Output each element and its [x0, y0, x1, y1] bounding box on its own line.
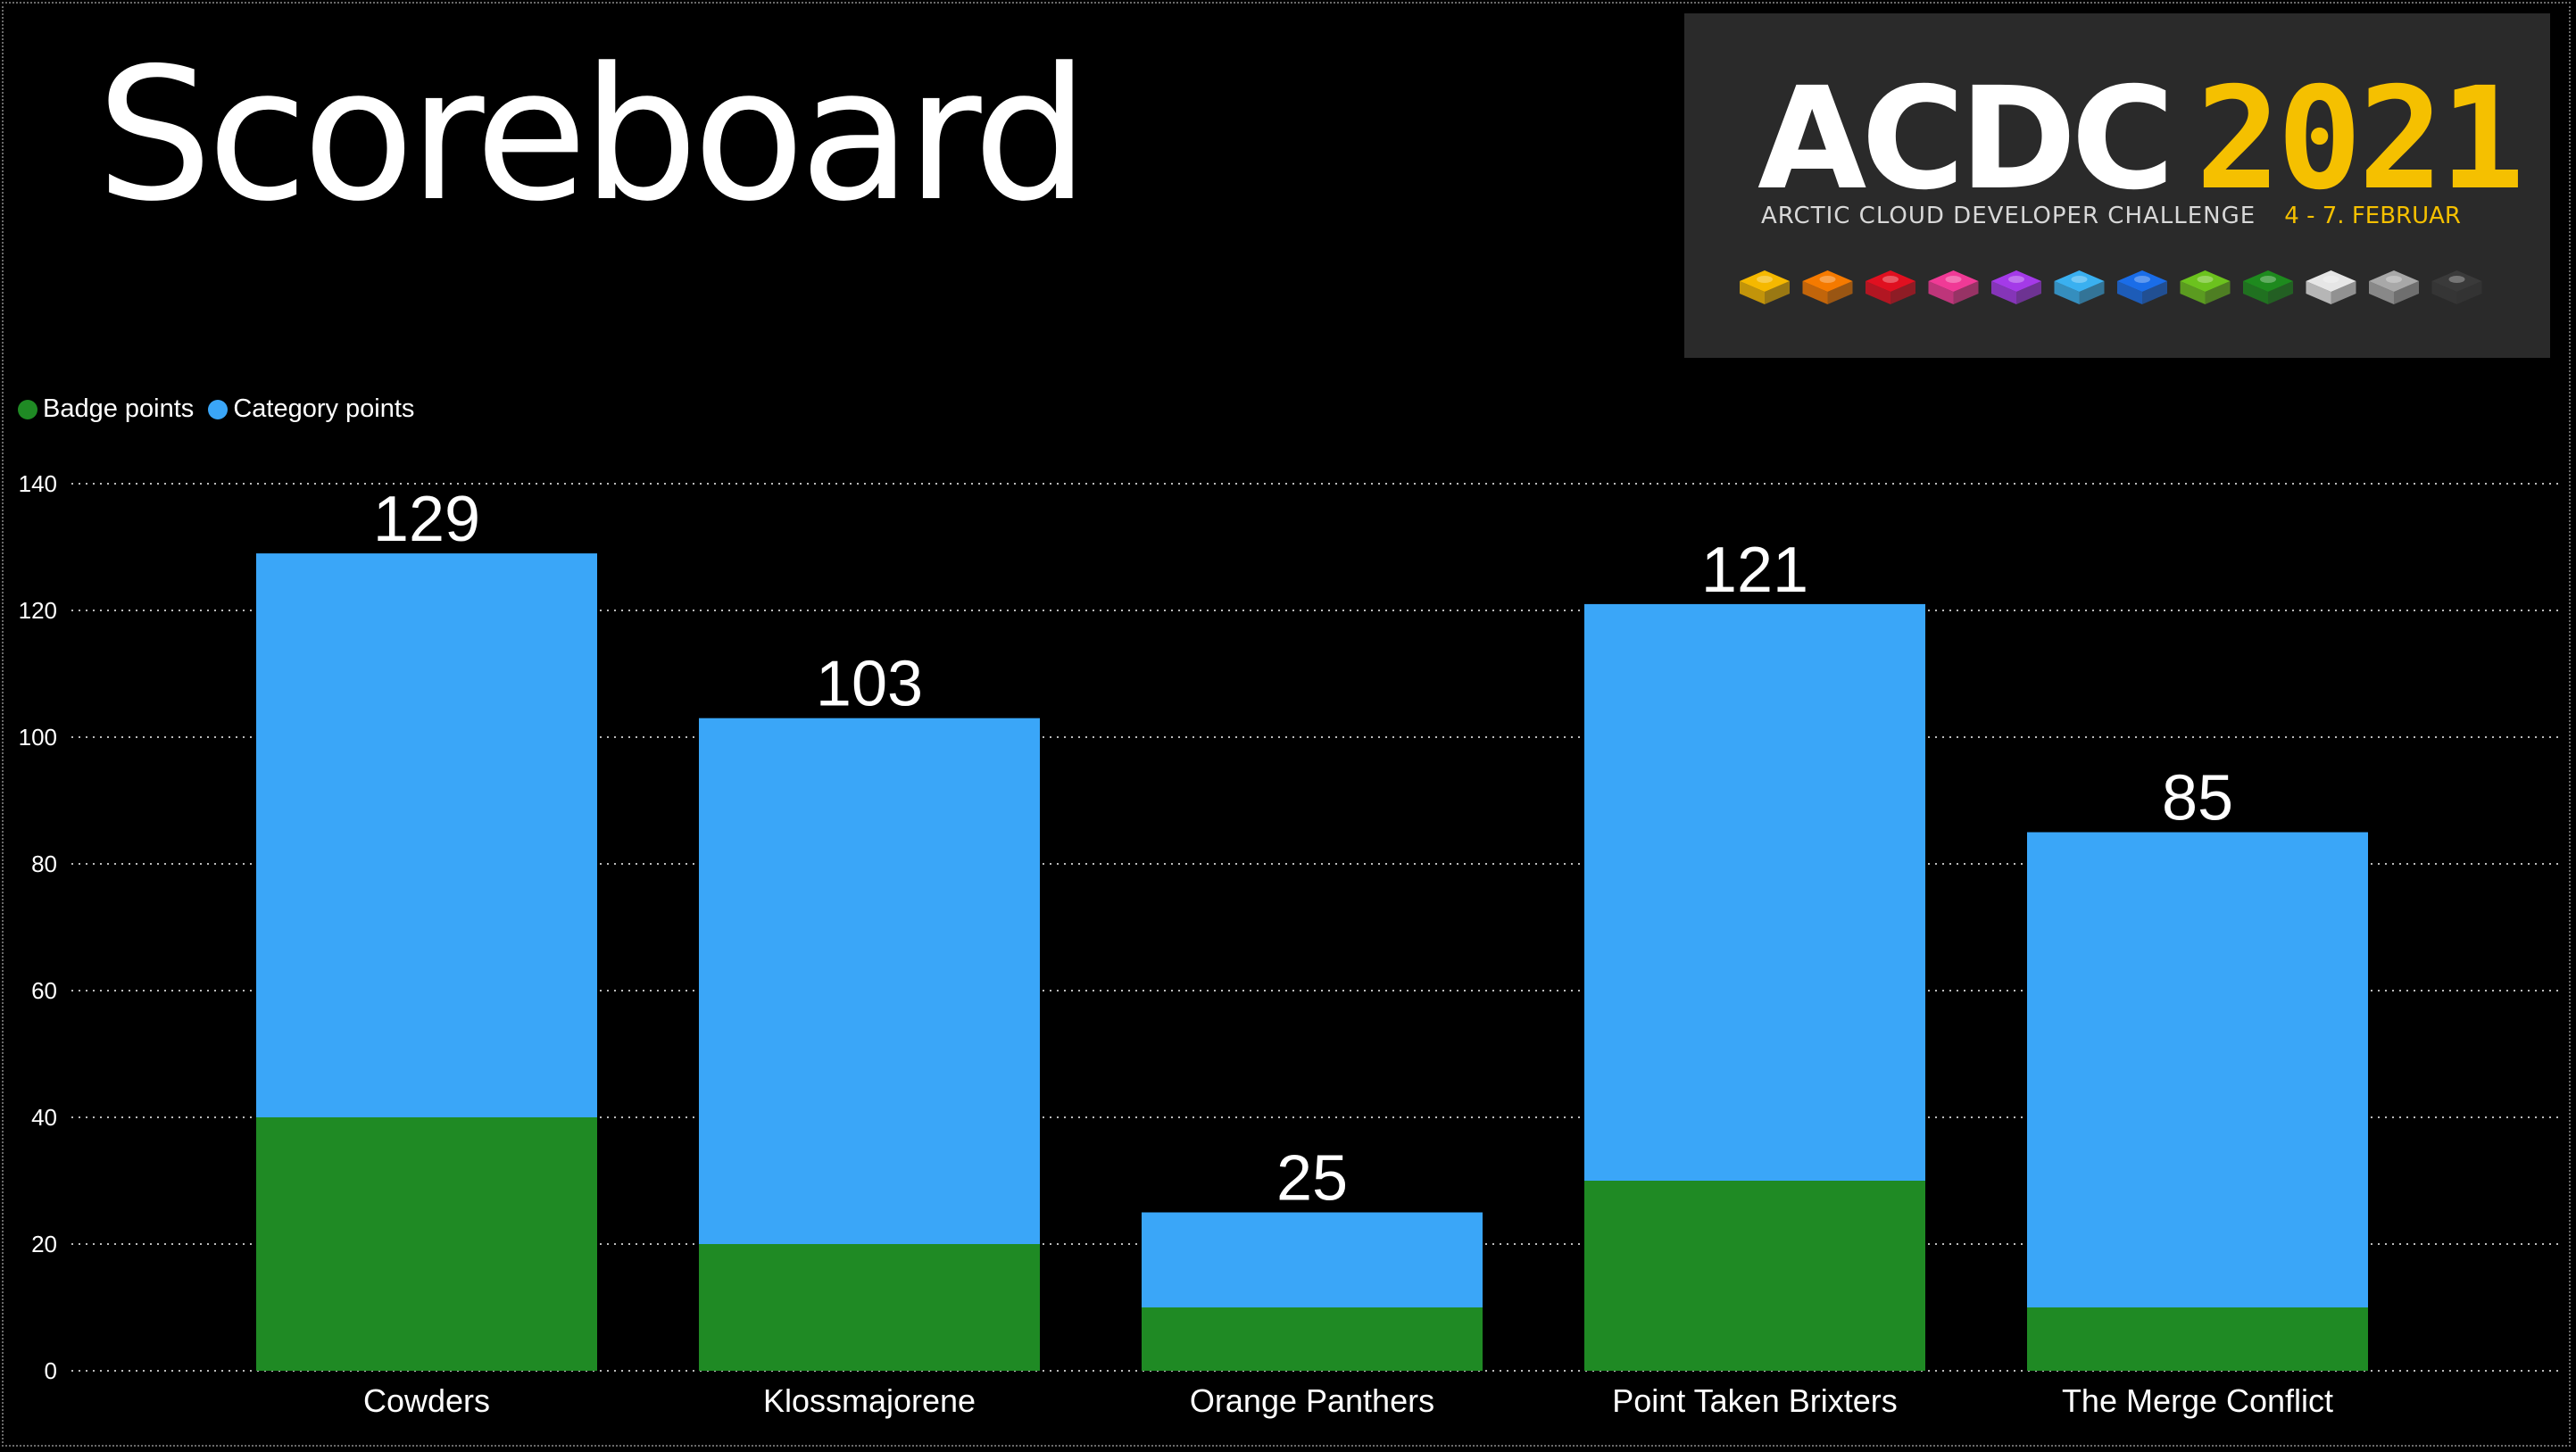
logo-brick-icon: [2369, 270, 2419, 304]
bar-badge-points[interactable]: [1142, 1307, 1483, 1371]
logo-brick-icon: [1928, 270, 1979, 304]
total-data-label: 25: [1276, 1143, 1348, 1215]
bar-badge-points[interactable]: [699, 1244, 1040, 1371]
logo-brick-icon: [2180, 270, 2231, 304]
legend-category-label: Category points: [233, 394, 415, 423]
x-category-label: The Merge Conflict: [2062, 1382, 2333, 1419]
total-data-label: 103: [816, 649, 923, 720]
legend-badge-marker: [18, 399, 37, 419]
bar-category-points[interactable]: [256, 553, 597, 1117]
y-tick-label: 40: [31, 1104, 57, 1131]
total-data-label: 129: [373, 484, 480, 555]
y-tick-label: 80: [31, 850, 57, 877]
logo-brick-icon: [2431, 270, 2482, 304]
total-data-label: 121: [1701, 535, 1808, 606]
logo-brick-icon: [1991, 270, 2041, 304]
total-data-label: 85: [2162, 763, 2233, 834]
logo-brick-icon: [1740, 270, 1790, 304]
y-tick-label: 140: [19, 470, 57, 497]
acdc-logo: ACDC 2021 ARCTIC CLOUD DEVELOPER CHALLEN…: [1684, 13, 2550, 358]
page-title: Scoreboard: [96, 29, 1089, 242]
logo-wordmark: ACDC: [1757, 57, 2174, 221]
logo-brick-icon: [1866, 270, 1915, 304]
y-tick-label: 0: [45, 1357, 57, 1384]
logo-brick-icon: [1802, 270, 1853, 304]
bar-badge-points[interactable]: [1584, 1181, 1925, 1371]
bar-category-points[interactable]: [2027, 832, 2368, 1308]
legend-badge-label: Badge points: [43, 394, 195, 423]
x-category-label: Orange Panthers: [1190, 1382, 1434, 1419]
x-category-label: Point Taken Brixters: [1612, 1382, 1897, 1419]
logo-brick-icon: [2117, 270, 2167, 304]
logo-brick-icon: [2306, 270, 2356, 304]
bar-category-points[interactable]: [1142, 1212, 1483, 1308]
y-tick-label: 60: [31, 977, 57, 1004]
legend-category-marker: [208, 399, 229, 419]
y-tick-label: 100: [19, 724, 57, 751]
bar-badge-points[interactable]: [256, 1117, 597, 1371]
chart-legend: Badge points Category points: [18, 394, 428, 424]
logo-brick-icon: [2054, 270, 2105, 304]
bar-category-points[interactable]: [1584, 603, 1925, 1181]
legend-item-category[interactable]: Category points: [208, 394, 414, 424]
logo-brick-row: [1740, 270, 2482, 304]
legend-item-badge[interactable]: Badge points: [18, 394, 194, 424]
x-category-label: Klossmajorene: [763, 1382, 976, 1419]
bar-category-points[interactable]: [699, 718, 1040, 1244]
logo-date: 4 - 7. FEBRUAR: [2284, 203, 2461, 229]
logo-brick-icon: [2243, 270, 2293, 304]
bar-badge-points[interactable]: [2027, 1307, 2368, 1371]
logo-year: 2021: [2196, 57, 2524, 221]
logo-subtitle: ARCTIC CLOUD DEVELOPER CHALLENGE: [1761, 203, 2256, 229]
x-category-label: Cowders: [363, 1382, 490, 1419]
y-tick-label: 120: [19, 597, 57, 624]
y-tick-label: 20: [31, 1231, 57, 1257]
